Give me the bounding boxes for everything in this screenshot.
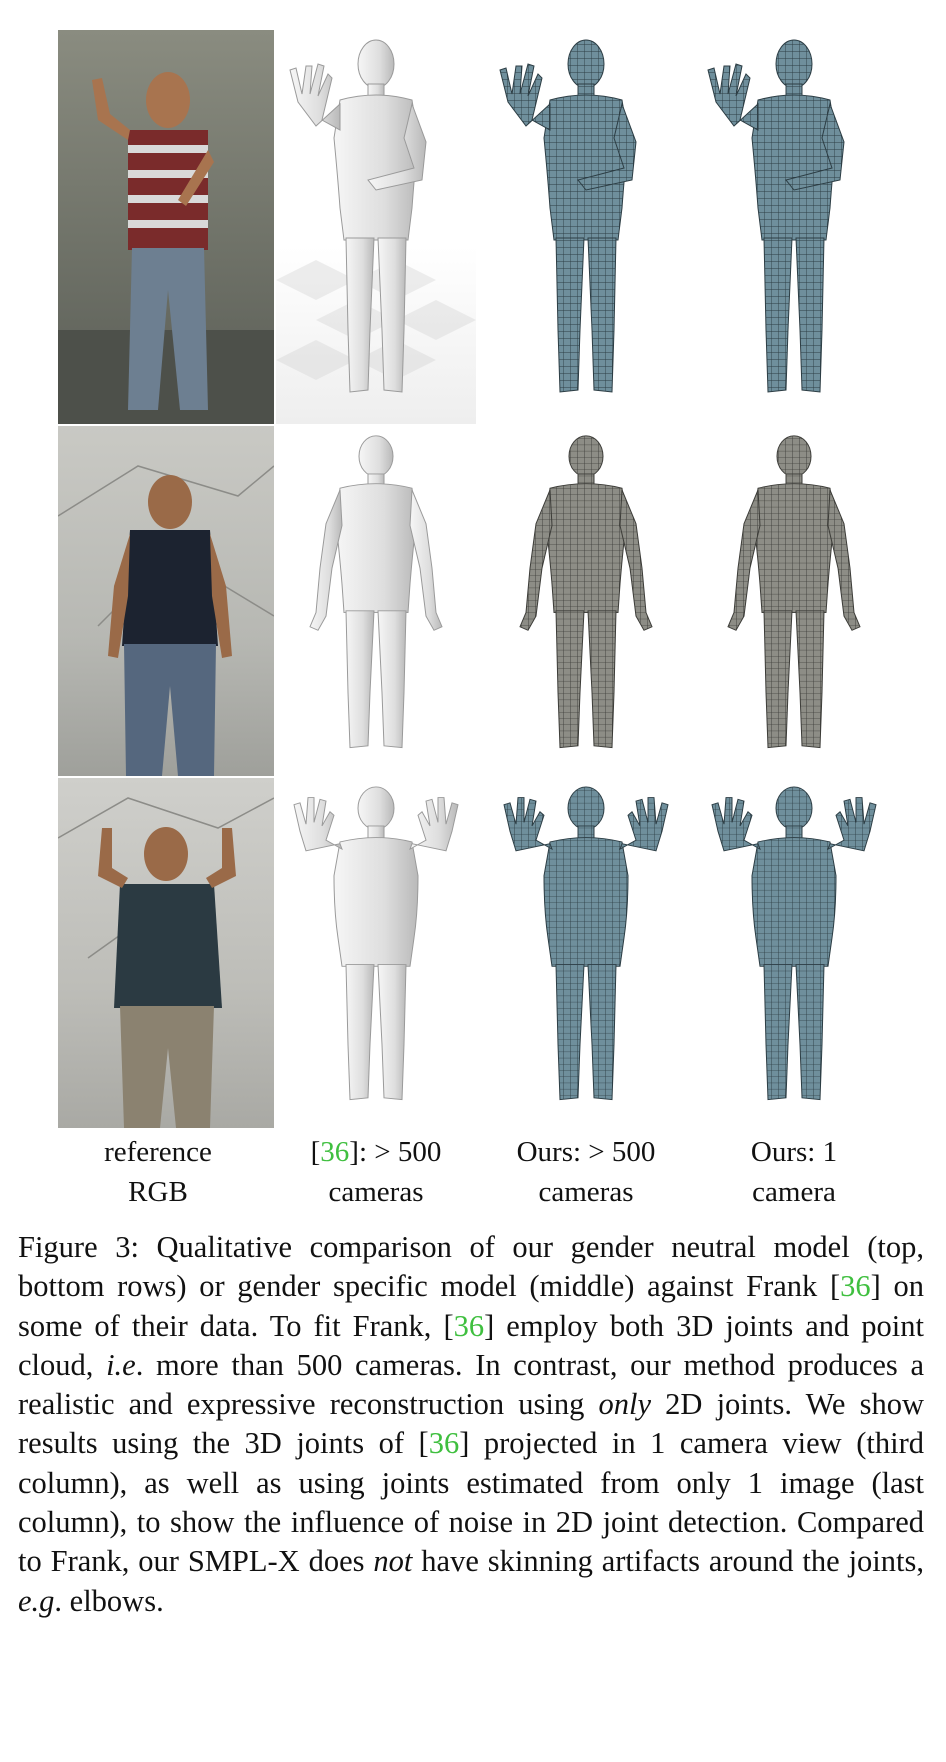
caption-emphasis: i.e bbox=[106, 1347, 136, 1382]
citation-link[interactable]: 36 bbox=[320, 1136, 350, 1168]
column-label-line2: cameras bbox=[328, 1176, 424, 1208]
caption-emphasis: not bbox=[373, 1544, 413, 1579]
caption-text: ] employ both 3D joints and point cloud, bbox=[18, 1308, 924, 1382]
column-label-line2: cameras bbox=[538, 1176, 634, 1208]
column-label-line1: reference bbox=[104, 1136, 212, 1168]
reference-photo-row1 bbox=[58, 30, 274, 424]
caption-text: . more than 500 cameras. In contrast, ou… bbox=[18, 1347, 924, 1422]
caption-text: . elbows. bbox=[54, 1583, 164, 1618]
column-label-line2: camera bbox=[752, 1176, 836, 1208]
column-label-ours-single: Ours: 1 camera bbox=[694, 1132, 894, 1212]
citation-link[interactable]: 36 bbox=[428, 1426, 460, 1461]
caption-text: Qualitative comparison of our gender neu… bbox=[18, 1230, 925, 1304]
caption-text: ] on some of their data. To fit Frank, [ bbox=[18, 1269, 924, 1343]
ours-multi-mesh-row2 bbox=[486, 426, 686, 776]
reference-photo-row2 bbox=[58, 426, 274, 776]
person-photo-row2 bbox=[58, 465, 274, 776]
citation-link[interactable]: 36 bbox=[453, 1308, 485, 1343]
person-photo-row3 bbox=[58, 797, 274, 1128]
caption-text: have skinning artifacts around the joint… bbox=[412, 1544, 924, 1579]
caption-emphasis: e.g bbox=[18, 1583, 55, 1618]
ours-single-mesh-row1 bbox=[694, 30, 894, 424]
caption-text: ] projected in 1 camera view (third colu… bbox=[18, 1426, 924, 1579]
column-label-line1: Ours: > 500 bbox=[516, 1136, 656, 1168]
person-photo-row1 bbox=[58, 72, 274, 424]
frank-mesh-row2 bbox=[276, 426, 476, 776]
reference-photo-row3 bbox=[58, 778, 274, 1128]
caption-emphasis: only bbox=[598, 1387, 652, 1422]
figure-3 bbox=[58, 30, 894, 1128]
label-prefix: [ bbox=[310, 1136, 321, 1168]
caption-label: Figure 3: bbox=[18, 1230, 139, 1264]
ours-multi-mesh-row1 bbox=[486, 30, 686, 424]
ours-single-mesh-row3 bbox=[694, 778, 894, 1128]
caption-text: 2D joints. We show results using the 3D … bbox=[18, 1387, 924, 1461]
column-label-line1: Ours: 1 bbox=[750, 1136, 838, 1168]
citation-link[interactable]: 36 bbox=[840, 1269, 871, 1304]
column-label-ours-multi: Ours: > 500 cameras bbox=[486, 1132, 686, 1212]
frank-mesh-row3 bbox=[276, 778, 476, 1128]
column-label-frank: [36]: > 500 cameras bbox=[276, 1132, 476, 1212]
column-label-line2: RGB bbox=[128, 1176, 188, 1208]
label-suffix: ]: > 500 bbox=[349, 1136, 442, 1168]
ours-single-mesh-row2 bbox=[694, 426, 894, 776]
figure-caption: Figure 3: Qualitative comparison of our … bbox=[18, 1228, 924, 1621]
ours-multi-mesh-row3 bbox=[486, 778, 686, 1128]
frank-mesh-row1 bbox=[276, 30, 476, 424]
column-label-reference: reference RGB bbox=[58, 1132, 258, 1212]
